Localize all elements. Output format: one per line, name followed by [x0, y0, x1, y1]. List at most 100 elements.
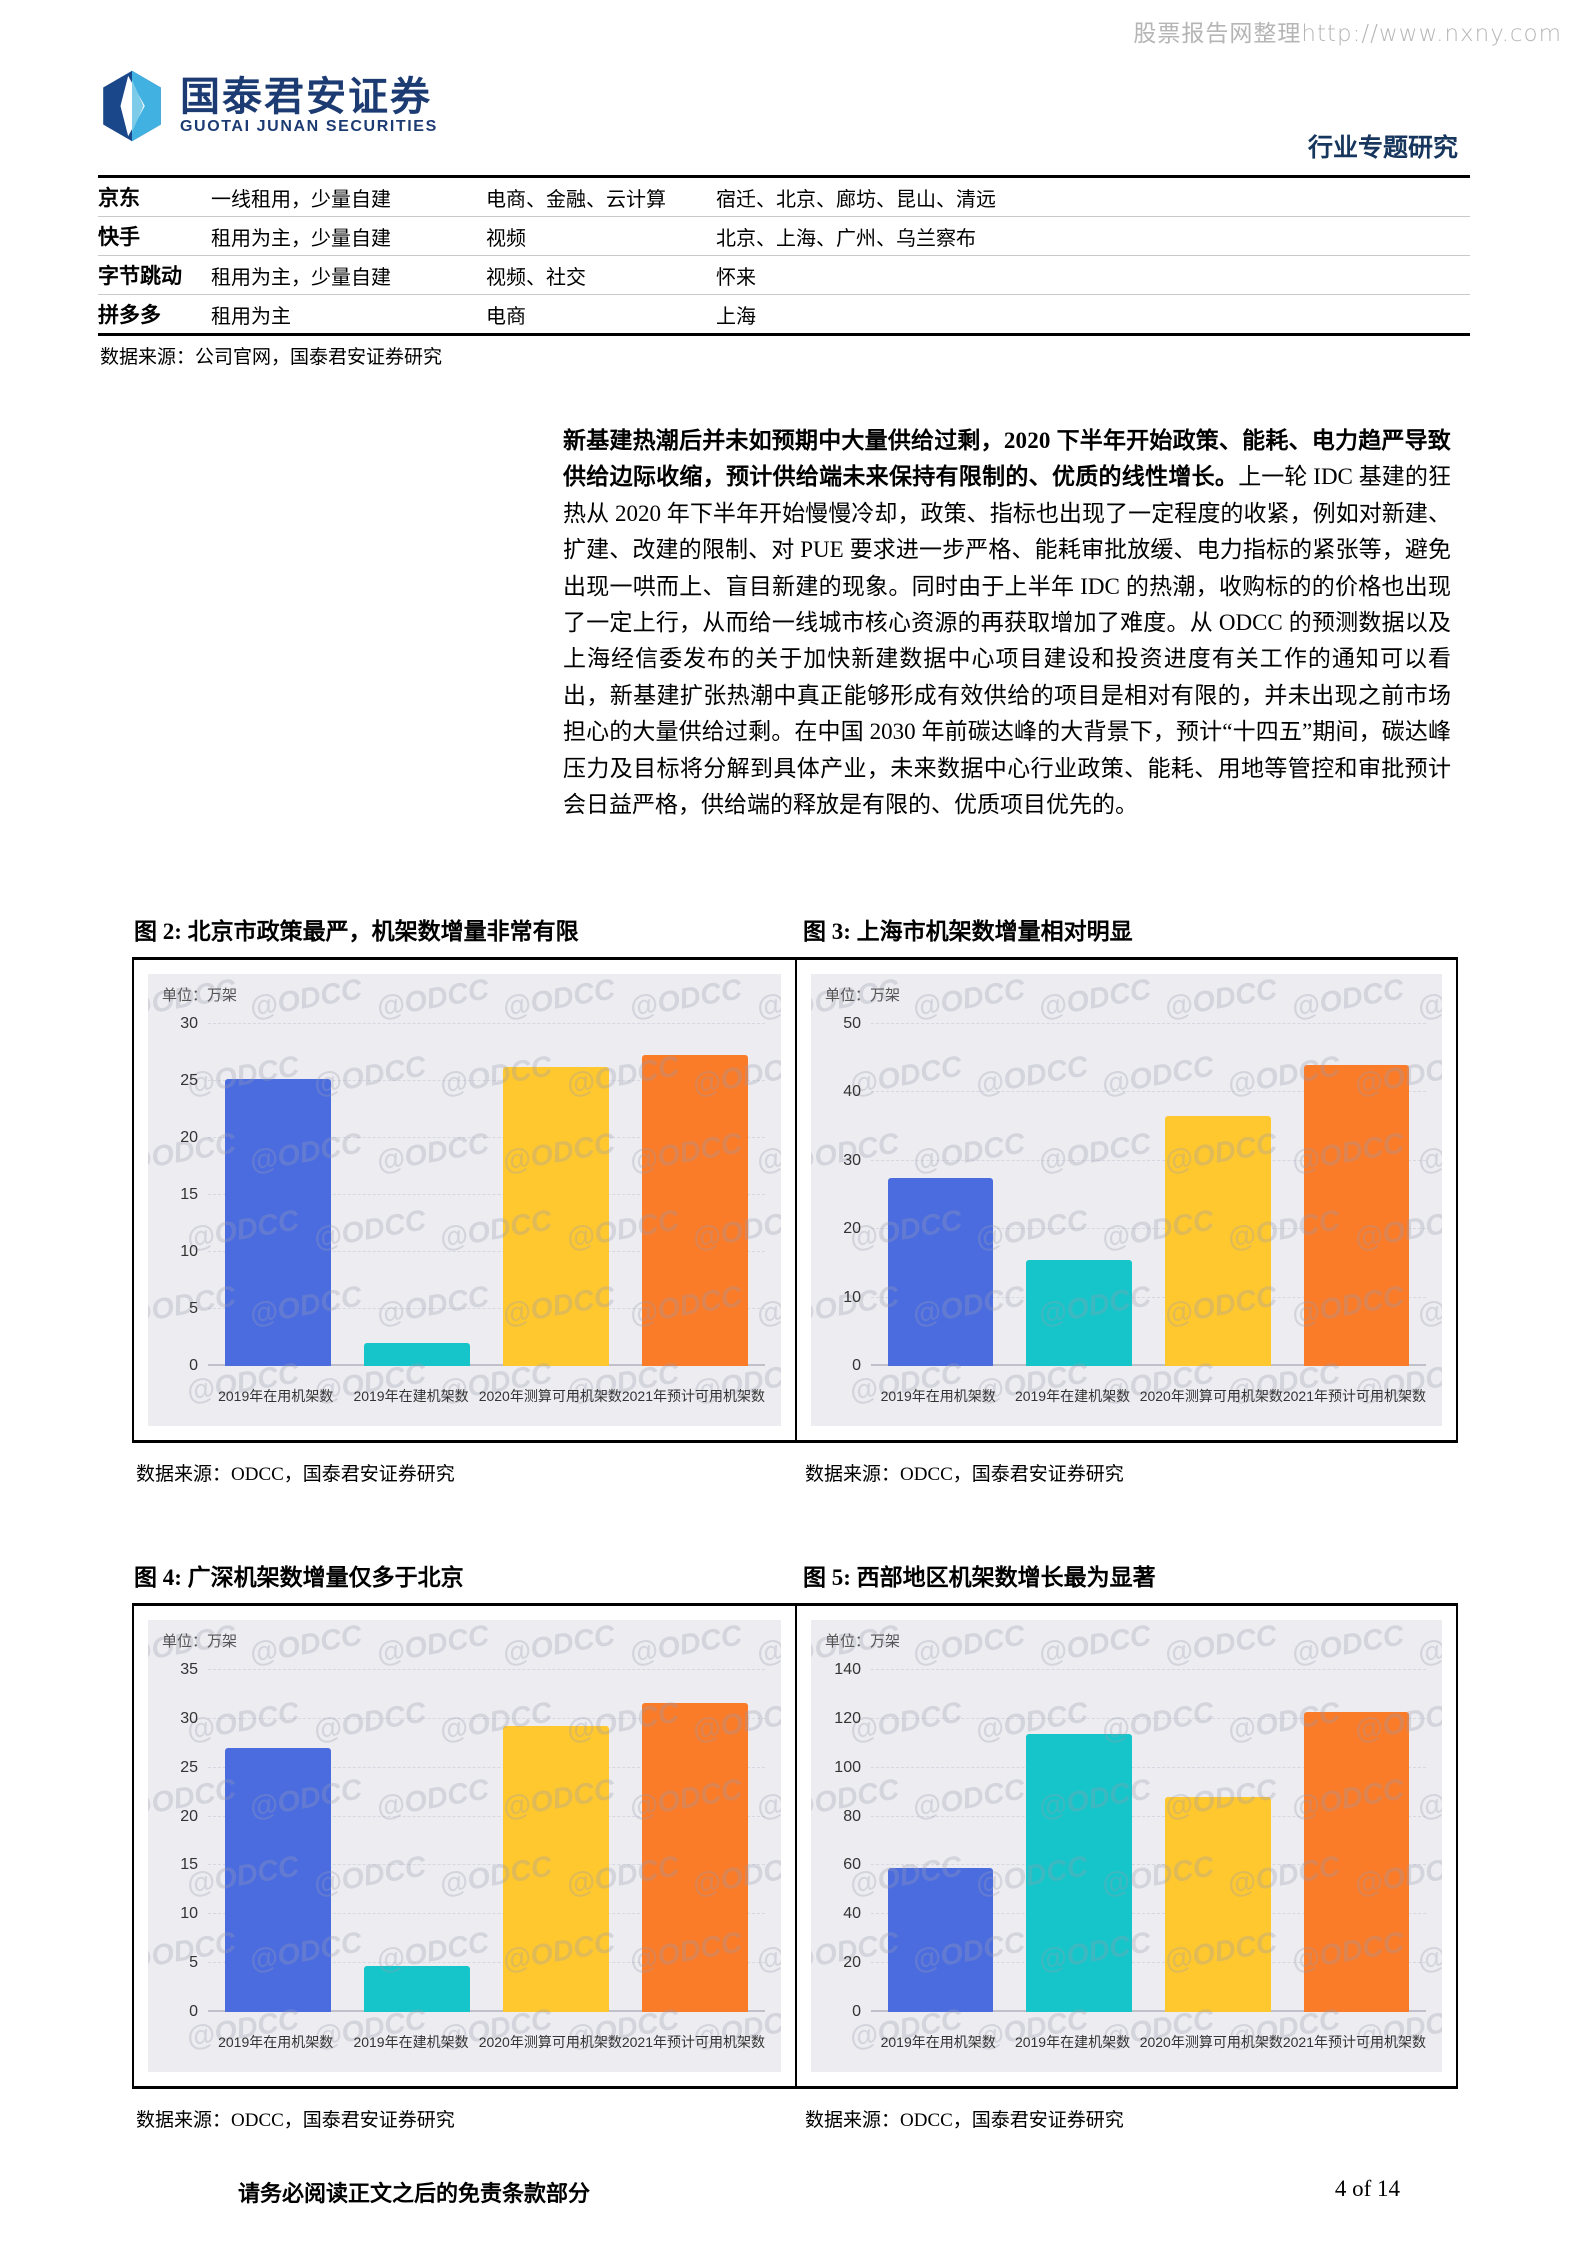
figure-5-title: 图 5: 西部地区机架数增长最为显著 [803, 1565, 1156, 1590]
business-type: 视频 [486, 227, 526, 250]
build-mode: 租用为主 [211, 305, 291, 328]
chart-bars [208, 1024, 765, 1366]
report-type-label: 行业专题研究 [1307, 135, 1458, 162]
figure-5-bar-chart: 单位：万架 0 20 40 60 80 100 120 140 2019年在用机架数 2019年在… [811, 1620, 1442, 2072]
figure-4-source: 数据来源：ODCC，国泰君安证券研究 [136, 2110, 455, 2131]
gridline [208, 1023, 765, 1024]
gridline [871, 1228, 1426, 1230]
locations: 怀来 [716, 266, 756, 289]
odcc-watermark: @ODCC [627, 1620, 745, 1671]
x-axis-labels: 2019年在用机架数 2019年在建机架数 2020年测算可用机架数 2021年预计可… [208, 1386, 765, 1406]
chart-bar-slot [626, 1670, 765, 2012]
odcc-watermark: @ODCC [909, 1620, 1028, 1671]
gridline [208, 1137, 765, 1138]
odcc-watermark: @ODCC [373, 1620, 492, 1671]
company-name: 快手 [98, 225, 140, 249]
page-number: 4 of 14 [1334, 2176, 1400, 2201]
chart-bar [224, 1078, 331, 1366]
company-name: 字节跳动 [98, 264, 182, 288]
y-tick-label: 15 [180, 1856, 198, 1874]
y-tick-label: 20 [180, 1129, 198, 1146]
odcc-watermark: @ODCC [1162, 974, 1280, 1025]
gridline [871, 1296, 1426, 1298]
y-tick-label: 25 [180, 1758, 198, 1776]
odcc-watermark: @ODCC [1414, 974, 1442, 1025]
table-row: 快手 租用为主，少量自建 视频 北京、上海、广州、乌兰察布 [98, 217, 1470, 256]
locations: 上海 [716, 305, 756, 328]
chart-bar-slot [1010, 1024, 1149, 1366]
unit-label: 单位：万架 [162, 1633, 238, 1650]
chart-bar [1165, 1116, 1271, 1366]
gridline [871, 1159, 1426, 1161]
chart-bar [1303, 1065, 1410, 1366]
x-axis-labels: 2019年在用机架数 2019年在建机架数 2020年测算可用机架数 2021年预计可… [871, 2032, 1426, 2052]
gridline [208, 1717, 765, 1719]
gridline [208, 1864, 765, 1866]
chart-bar-slot [347, 1670, 486, 2012]
figure-4-title: 图 4: 广深机架数增量仅多于北京 [134, 1565, 464, 1590]
brand-name-en: GUOTAI JUNAN SECURITIES [180, 118, 438, 135]
chart-bar [887, 1867, 994, 2012]
chart-bar [503, 1725, 610, 2012]
gridline [208, 1669, 765, 1670]
y-tick-label: 40 [843, 1083, 861, 1101]
chart-bar [363, 1343, 470, 1366]
gridline [871, 1815, 1426, 1817]
gridline [871, 1766, 1426, 1768]
odcc-watermark: @ODCC [1036, 1620, 1154, 1671]
chart-bar-slot [347, 1024, 486, 1366]
x-axis-label: 2019年在建机架数 [353, 1388, 469, 1404]
figure-4-chart-cell: 单位：万架 0 5 10 15 20 25 30 35 2019年在用机架数 2019年在建机架数… [134, 1606, 795, 2086]
chart-bar [1026, 1259, 1132, 1366]
odcc-watermark: @ODCC [627, 974, 745, 1025]
x-axis-label: 2021年预计可用机架数 [1282, 2034, 1426, 2050]
chart-bar-slot [871, 1670, 1010, 2012]
figure-title-row: 图 4: 广深机架数增量仅多于北京 图 5: 西部地区机架数增长最为显著 [132, 1558, 1458, 1606]
business-type: 视频、社交 [486, 266, 586, 289]
gridline [871, 1913, 1426, 1915]
x-axis-label: 2020年测算可用机架数 [478, 1388, 622, 1404]
odcc-watermark: @ODCC [909, 974, 1028, 1025]
figure-3-chart-cell: 单位：万架 0 10 20 30 40 50 2019年在用机架数 2019年在建机架数 202… [795, 960, 1456, 1440]
figure-chart-row: 单位：万架 0 5 10 15 20 25 30 35 2019年在用机架数 2019年在建机架数… [132, 1606, 1458, 2089]
y-tick-label: 50 [843, 1015, 861, 1032]
business-type: 电商 [486, 305, 526, 328]
odcc-watermark: @ODCC [500, 1620, 618, 1671]
chart-bar [642, 1054, 749, 1366]
chart-bar [887, 1177, 994, 1366]
y-tick-label: 140 [834, 1661, 861, 1678]
chart-bars [208, 1670, 765, 2012]
y-tick-label: 10 [843, 1288, 861, 1306]
figure-2-title: 图 2: 北京市政策最严，机架数增量非常有限 [134, 919, 579, 944]
odcc-watermark: @ODCC [1414, 1620, 1442, 1671]
y-tick-label: 5 [189, 1954, 198, 1972]
figure-2-chart-cell: 单位：万架 0 5 10 15 20 25 30 2019年在用机架数 2019年在建机架数 20… [134, 960, 795, 1440]
gridline [208, 1913, 765, 1915]
gridline [871, 1364, 1426, 1366]
brand-name-cn: 国泰君安证券 [180, 75, 432, 119]
x-axis-label: 2020年测算可用机架数 [1139, 1388, 1283, 1404]
odcc-watermark: @ODCC [247, 974, 365, 1025]
gridline [871, 1717, 1426, 1719]
chart-plot-area: 0 10 20 30 40 50 [843, 1015, 1426, 1374]
odcc-watermark: @ODCC [753, 1620, 781, 1671]
header-rule [98, 175, 1470, 178]
gridline [208, 1080, 765, 1081]
chart-plot-area: 0 5 10 15 20 25 30 [180, 1015, 765, 1374]
odcc-watermark: @ODCC [1162, 1620, 1280, 1671]
chart-bar [642, 1703, 749, 2012]
y-tick-label: 120 [834, 1709, 861, 1727]
figure-3-bar-chart: 单位：万架 0 10 20 30 40 50 2019年在用机架数 2019年在建机架数 202… [811, 974, 1442, 1426]
x-axis-label: 2019年在建机架数 [1014, 1388, 1131, 1404]
gridline [871, 1962, 1426, 1964]
gridline [871, 1023, 1426, 1024]
brand-text: 国泰君安证券 GUOTAI JUNAN SECURITIES [180, 76, 438, 136]
gridline [871, 1091, 1426, 1093]
figure-2-source: 数据来源：ODCC，国泰君安证券研究 [136, 1464, 455, 1485]
chart-bars [871, 1670, 1426, 2012]
chart-bar-slot [1010, 1670, 1149, 2012]
chart-bar-slot [1287, 1670, 1426, 2012]
y-tick-label: 20 [843, 1220, 861, 1238]
odcc-watermark: @ODCC [1288, 1620, 1407, 1671]
figure-5-chart-cell: 单位：万架 0 20 40 60 80 100 120 140 2019年在用机架数 2019年在… [795, 1606, 1456, 2086]
